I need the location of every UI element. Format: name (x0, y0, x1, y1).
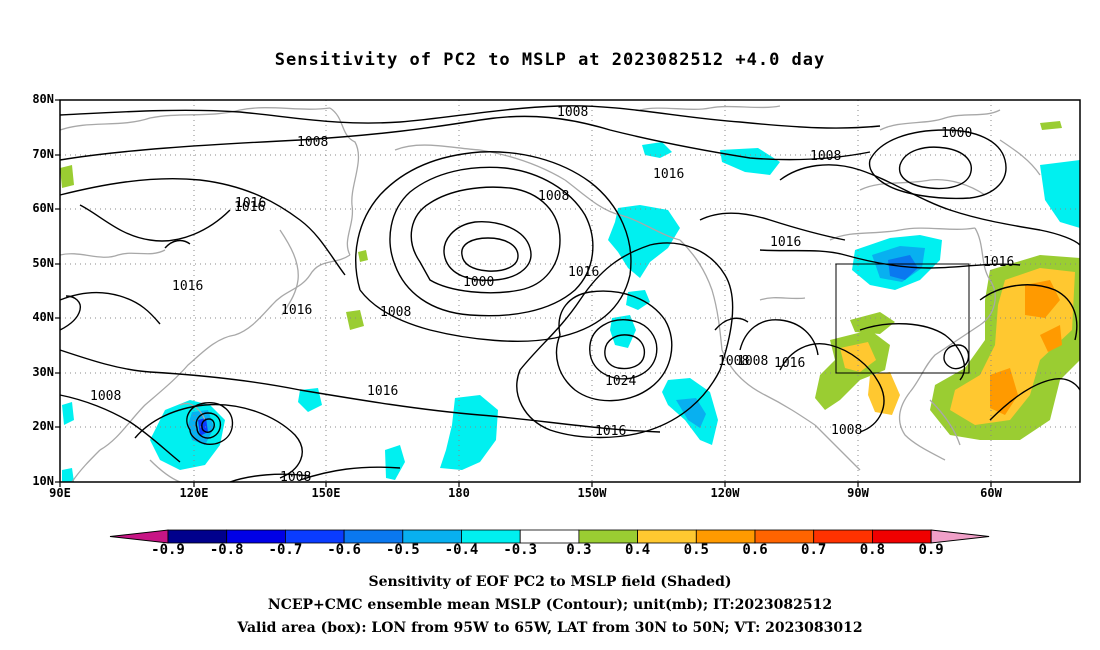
contour-label: 1008 (557, 105, 588, 120)
colorbar-label: 0.6 (742, 542, 768, 558)
lat-label: 10N (32, 474, 54, 488)
colorbar (109, 529, 990, 544)
footer-line-2: NCEP+CMC ensemble mean MSLP (Contour); u… (267, 597, 833, 613)
colorbar-label: 0.9 (918, 542, 944, 558)
lat-label: 50N (32, 256, 54, 270)
contour-label: 1008 (831, 423, 862, 438)
contour-label: 1008 (810, 149, 841, 164)
lon-label: 180 (448, 486, 470, 500)
colorbar-label: -0.5 (385, 542, 420, 558)
footer-line-1: Sensitivity of EOF PC2 to MSLP field (Sh… (368, 574, 732, 590)
colorbar-label: 0.8 (859, 542, 886, 558)
colorbar-label: 0.5 (683, 542, 709, 558)
contour-label: 1016 (568, 265, 599, 280)
neg-shade-greenland (1040, 160, 1080, 228)
neg-shade-central-pac (440, 395, 498, 470)
neg-shade-far-west (62, 402, 74, 425)
contour-label: 1000 (463, 275, 494, 290)
valid-area-box (835, 263, 970, 374)
neg-shade-subtropic-core (676, 398, 706, 428)
contour-label: 1008 (297, 135, 328, 150)
axis-ticks (55, 99, 992, 487)
pos-shade-gulf-ne (850, 312, 895, 334)
pos-shade-small3 (358, 250, 368, 262)
coastlines (59, 105, 1041, 483)
colorbar-label: 0.3 (566, 542, 592, 558)
contour-label: 1016 (983, 255, 1014, 270)
pos-shade-gulf-core (840, 342, 876, 372)
pos-shade-small4 (1040, 121, 1062, 130)
contour-label: 1008 (90, 389, 121, 404)
neg-shade-bering (642, 142, 672, 158)
contour-label: 1016 (774, 356, 805, 371)
contour-label: 1008 (538, 189, 569, 204)
shading-layer (60, 121, 1080, 482)
colorbar-label: -0.8 (209, 542, 244, 558)
lon-label: 90E (49, 486, 71, 500)
colorbar-label: -0.7 (268, 542, 303, 558)
neg-shade-pacific-east2 (626, 290, 650, 310)
mslp-contours (59, 105, 1081, 483)
lon-label: 150E (311, 486, 341, 500)
colorbar-label: 0.7 (801, 542, 827, 558)
lon-label: 60W (980, 486, 1002, 500)
contour-label: 1016 (653, 167, 684, 182)
contour-label: 1016 (595, 424, 626, 439)
plot-frame (59, 99, 1081, 483)
neg-shade-date-line (298, 388, 322, 412)
neg-shade-pacific-east (610, 315, 636, 348)
lon-label: 120E (179, 486, 209, 500)
colorbar-label: -0.4 (444, 542, 479, 558)
lat-label: 70N (32, 147, 54, 161)
pos-shade-atlantic-core (1025, 280, 1060, 318)
lon-label: 90W (847, 486, 869, 500)
contour-label: 1016 (234, 200, 265, 215)
lon-label: 120W (710, 486, 740, 500)
colorbar-label: -0.6 (327, 542, 361, 558)
colorbar-high-cap (930, 529, 990, 544)
lat-label: 30N (32, 365, 54, 379)
lon-label: 150W (577, 486, 607, 500)
lat-label: 60N (32, 201, 54, 215)
contour-label: 1016 (172, 279, 203, 294)
footer-line-3: Valid area (box): LON from 95W to 65W, L… (237, 620, 863, 636)
contour-label: 1016 (367, 384, 398, 399)
contour-label: 1008 (737, 354, 768, 369)
neg-shade-canada-core (888, 255, 918, 280)
pos-shade-atlantic-core3 (1040, 325, 1062, 352)
colorbar-label: -0.9 (151, 542, 185, 558)
contour-label: 1000 (941, 126, 972, 141)
plot-background (60, 100, 1080, 482)
contour-label: 1016 (281, 303, 312, 318)
pos-shade-gulf2 (868, 372, 900, 415)
contour-label: 1008 (718, 354, 749, 369)
neg-shade-central-pac2 (385, 445, 405, 480)
pos-shade-small1 (346, 310, 364, 330)
colorbar-label: -0.3 (503, 542, 538, 558)
lat-label: 80N (32, 92, 54, 106)
pos-shade-small2 (60, 165, 74, 188)
colorbar-label: 0.4 (624, 542, 651, 558)
neg-shade-alaska (608, 205, 680, 278)
contour-label: 1016 (770, 235, 801, 250)
lat-label: 40N (32, 310, 54, 324)
pos-shade-atlantic-core2 (990, 368, 1018, 415)
neg-shade-far-west2 (62, 468, 74, 482)
contour-labels: 1008 1008 1008 1000 1008 1016 1016 1016 … (90, 105, 1014, 485)
contour-label: 1024 (605, 374, 636, 389)
contour-label: 1016 (235, 196, 266, 211)
contour-label: 1008 (380, 305, 411, 320)
chart-title: Sensitivity of PC2 to MSLP at 2023082512… (274, 50, 826, 70)
lat-label: 20N (32, 419, 54, 433)
